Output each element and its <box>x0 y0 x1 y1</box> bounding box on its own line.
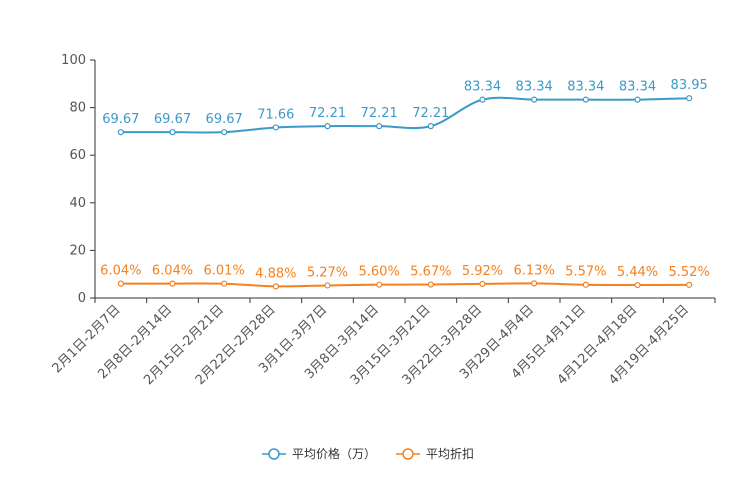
y-tick-label: 100 <box>61 53 86 68</box>
series-0-data-label: 83.34 <box>516 80 553 95</box>
legend-item-0[interactable]: 平均价格（万） <box>262 446 376 461</box>
series-0-data-label: 72.21 <box>412 106 449 121</box>
series-0-point <box>221 129 228 136</box>
series-1-line <box>120 282 690 288</box>
series-0-data-label: 69.67 <box>154 112 191 127</box>
series-1-point <box>117 280 124 287</box>
series-0-point <box>324 123 331 130</box>
series-0-point <box>582 96 589 103</box>
series-1-point <box>479 280 486 288</box>
series-0-data-label: 83.34 <box>464 80 501 95</box>
series-1-point <box>221 280 228 287</box>
y-tick-label: 20 <box>69 243 86 258</box>
series-1-point <box>272 283 279 290</box>
series-0-point <box>376 123 383 130</box>
series-1-data-label: 6.13% <box>514 263 555 278</box>
series-1-data-label: 5.67% <box>410 265 451 280</box>
series-1-data-label: 5.52% <box>669 265 710 280</box>
series-0-data-label: 72.21 <box>361 106 398 121</box>
series-1-point <box>531 280 538 287</box>
legend-marker-icon <box>268 448 280 460</box>
series-1-data-label: 5.92% <box>462 264 503 279</box>
series-1-point <box>427 281 434 288</box>
series-1-point <box>634 281 641 289</box>
series-1-point <box>376 281 383 288</box>
series-1-data-label: 6.04% <box>152 264 193 279</box>
series-0-data-label: 71.66 <box>257 107 294 122</box>
axes: 0204060801002月1日-2月7日2月8日-2月14日2月15日-2月2… <box>50 53 716 388</box>
series-0-point <box>479 96 486 103</box>
series-0-point <box>686 95 693 102</box>
series-1-data-label: 6.01% <box>204 264 245 279</box>
legend[interactable]: 平均价格（万） 平均折扣 <box>262 446 474 461</box>
series-0-point <box>272 124 279 131</box>
legend-item-1[interactable]: 平均折扣 <box>396 446 474 461</box>
series-1-data-label: 6.04% <box>100 264 141 279</box>
legend-label: 平均价格（万） <box>292 446 376 461</box>
series-1-data-label: 5.27% <box>307 265 348 280</box>
series-0-line <box>120 96 690 134</box>
series-1-point <box>582 281 589 288</box>
series-0-point <box>427 123 434 130</box>
series-0-data-label: 69.67 <box>102 112 139 127</box>
y-tick-label: 80 <box>69 101 86 116</box>
series-1-data-label: 5.60% <box>359 265 400 280</box>
series-1-data-label: 5.57% <box>565 265 606 280</box>
y-tick-label: 0 <box>78 291 86 306</box>
series-0-point <box>634 96 641 103</box>
series-0-point <box>169 129 176 136</box>
series-layer <box>117 95 693 290</box>
series-1-point <box>169 280 176 287</box>
series-1-point <box>686 281 693 288</box>
series-1-data-label: 4.88% <box>255 266 296 281</box>
y-tick-label: 40 <box>69 196 86 211</box>
series-0-point <box>117 129 124 136</box>
series-0-point <box>531 96 538 103</box>
legend-label: 平均折扣 <box>426 446 474 461</box>
series-0-data-label: 69.67 <box>206 112 243 127</box>
series-0-data-label: 83.95 <box>671 78 708 93</box>
y-tick-label: 60 <box>69 148 86 163</box>
series-1-data-label: 5.44% <box>617 265 658 280</box>
series-0-data-label: 83.34 <box>567 80 604 95</box>
legend-marker-icon <box>402 448 414 460</box>
data-labels: 69.67 69.67 69.67 71.66 72.21 72.21 72.21 83.34… <box>100 78 710 281</box>
series-0-data-label: 72.21 <box>309 106 346 121</box>
series-1-point <box>324 282 331 289</box>
series-0-data-label: 83.34 <box>619 80 656 95</box>
